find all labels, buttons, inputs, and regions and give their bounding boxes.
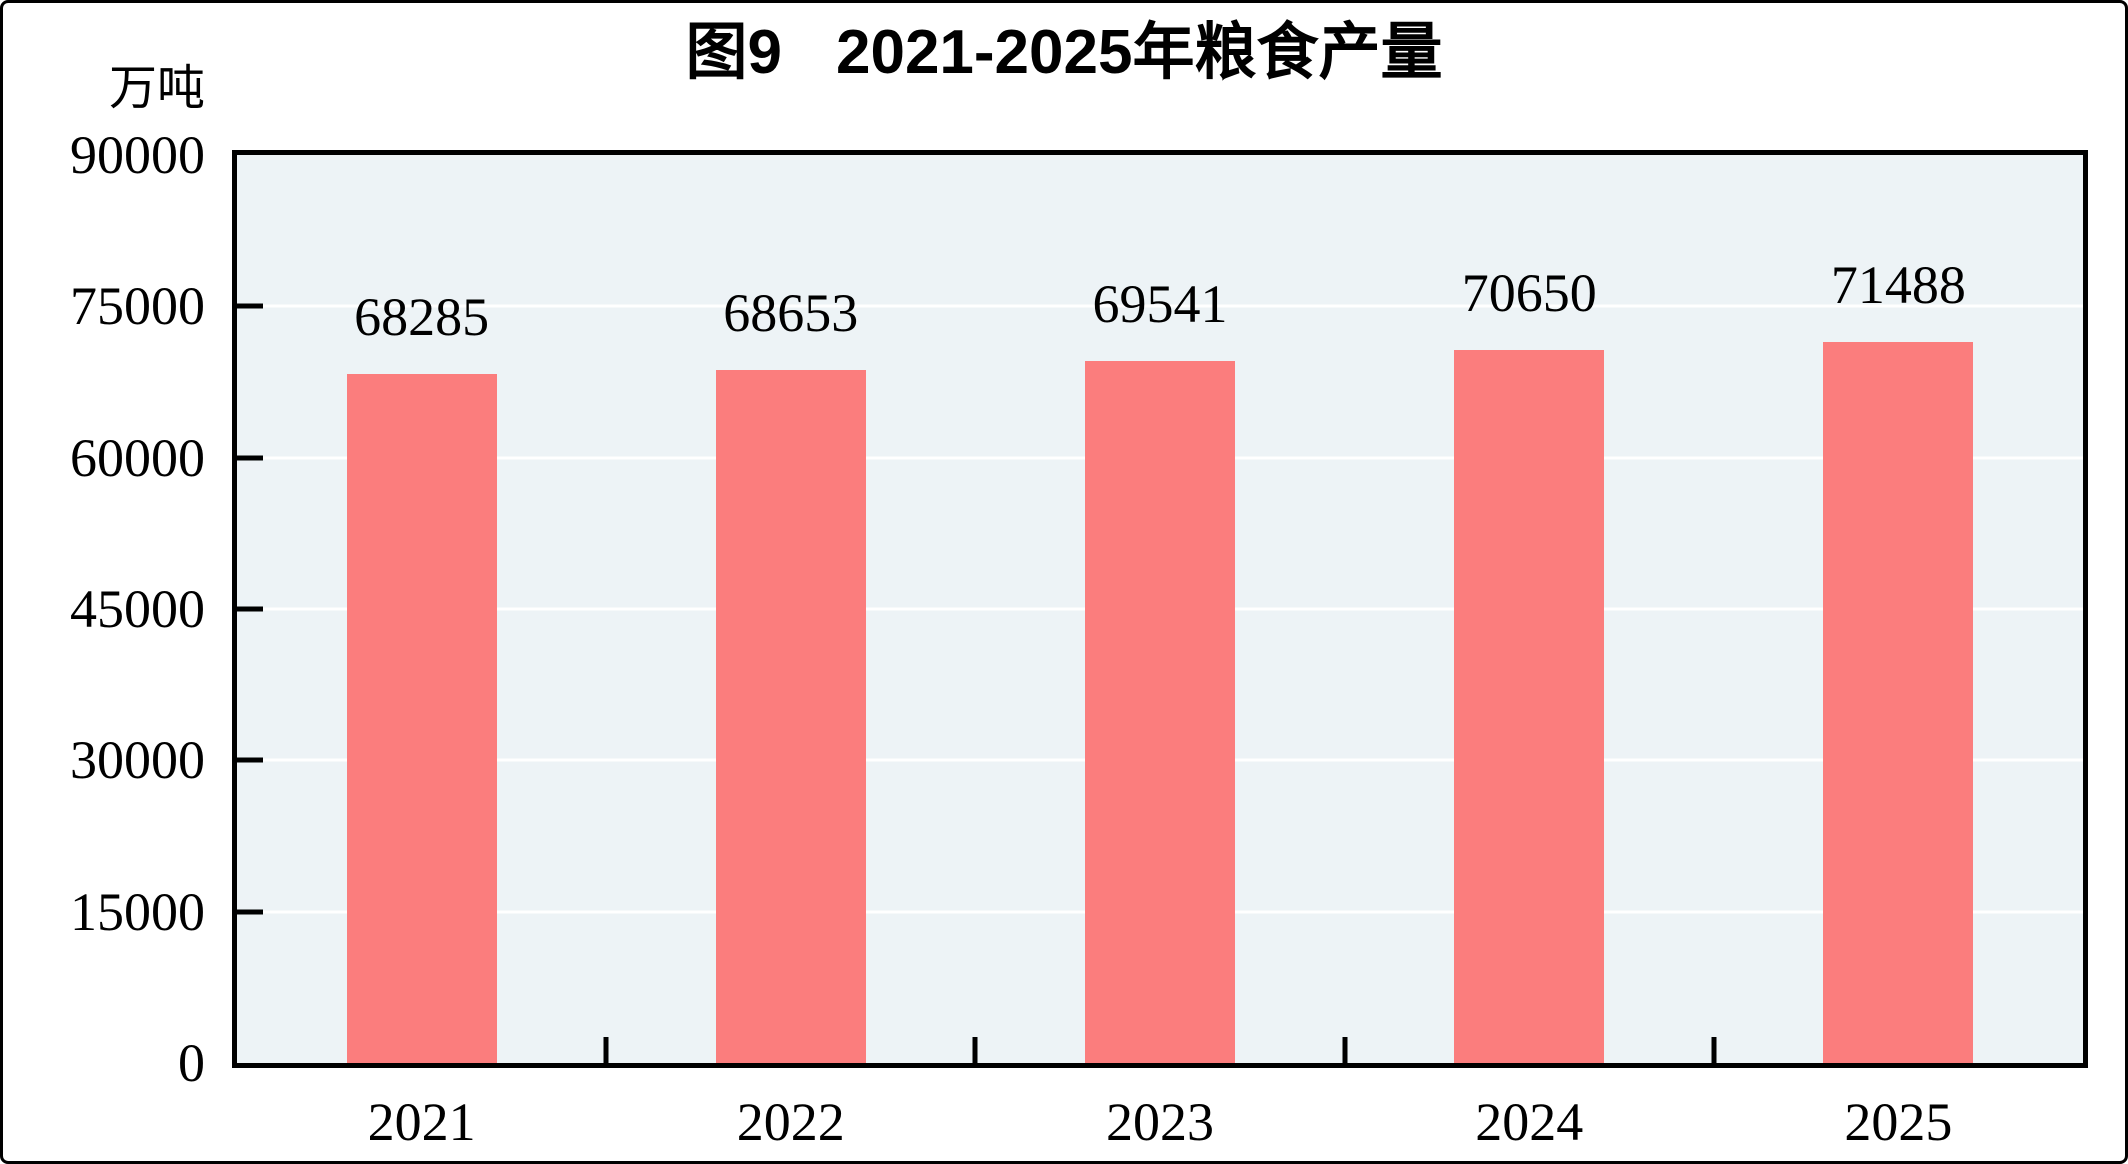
- bar: [1085, 361, 1235, 1063]
- y-tick-label: 60000: [70, 427, 205, 488]
- chart-title-text: 2021-2025年粮食产量: [835, 18, 1443, 87]
- x-axis-label: 2023: [1106, 1092, 1214, 1152]
- y-tick-label: 15000: [70, 881, 205, 942]
- y-tick-label: 90000: [70, 125, 205, 185]
- y-tick-label: 30000: [70, 730, 205, 791]
- y-tick-mark: [237, 757, 263, 763]
- bar-value-label: 71488: [1830, 254, 1966, 315]
- x-tick-mark: [1342, 1037, 1348, 1063]
- x-axis-label: 2025: [1844, 1092, 1953, 1152]
- y-tick-mark: [237, 455, 263, 461]
- x-axis-label: 2021: [367, 1092, 476, 1152]
- y-tick-label: 45000: [70, 579, 205, 639]
- bar: [346, 374, 497, 1063]
- bar-value-label: 70650: [1461, 263, 1597, 324]
- bar-value-label: 68653: [723, 283, 859, 344]
- y-tick-mark: [237, 303, 263, 309]
- chart-title: 图9 2021-2025年粮食产量: [3, 18, 2125, 87]
- y-tick-mark: [237, 909, 263, 915]
- figure-number-label: 图9: [685, 18, 782, 87]
- x-tick-mark: [972, 1037, 978, 1063]
- bar-value-label: 68285: [354, 287, 490, 348]
- y-axis-unit-label: 万吨: [108, 62, 205, 115]
- x-axis-label: 2024: [1475, 1092, 1584, 1152]
- y-tick-mark: [237, 606, 263, 612]
- y-tick-label: 75000: [70, 276, 205, 337]
- bar: [1823, 341, 1974, 1063]
- x-tick-mark: [603, 1037, 609, 1063]
- y-tick-label: 0: [178, 1033, 205, 1093]
- gridline: [237, 304, 2083, 308]
- bar-value-label: 69541: [1092, 274, 1228, 335]
- plot-area: [232, 150, 2088, 1068]
- bar: [1454, 350, 1605, 1063]
- x-tick-mark: [1711, 1037, 1717, 1063]
- bar: [715, 370, 866, 1063]
- x-axis-label: 2022: [736, 1092, 845, 1152]
